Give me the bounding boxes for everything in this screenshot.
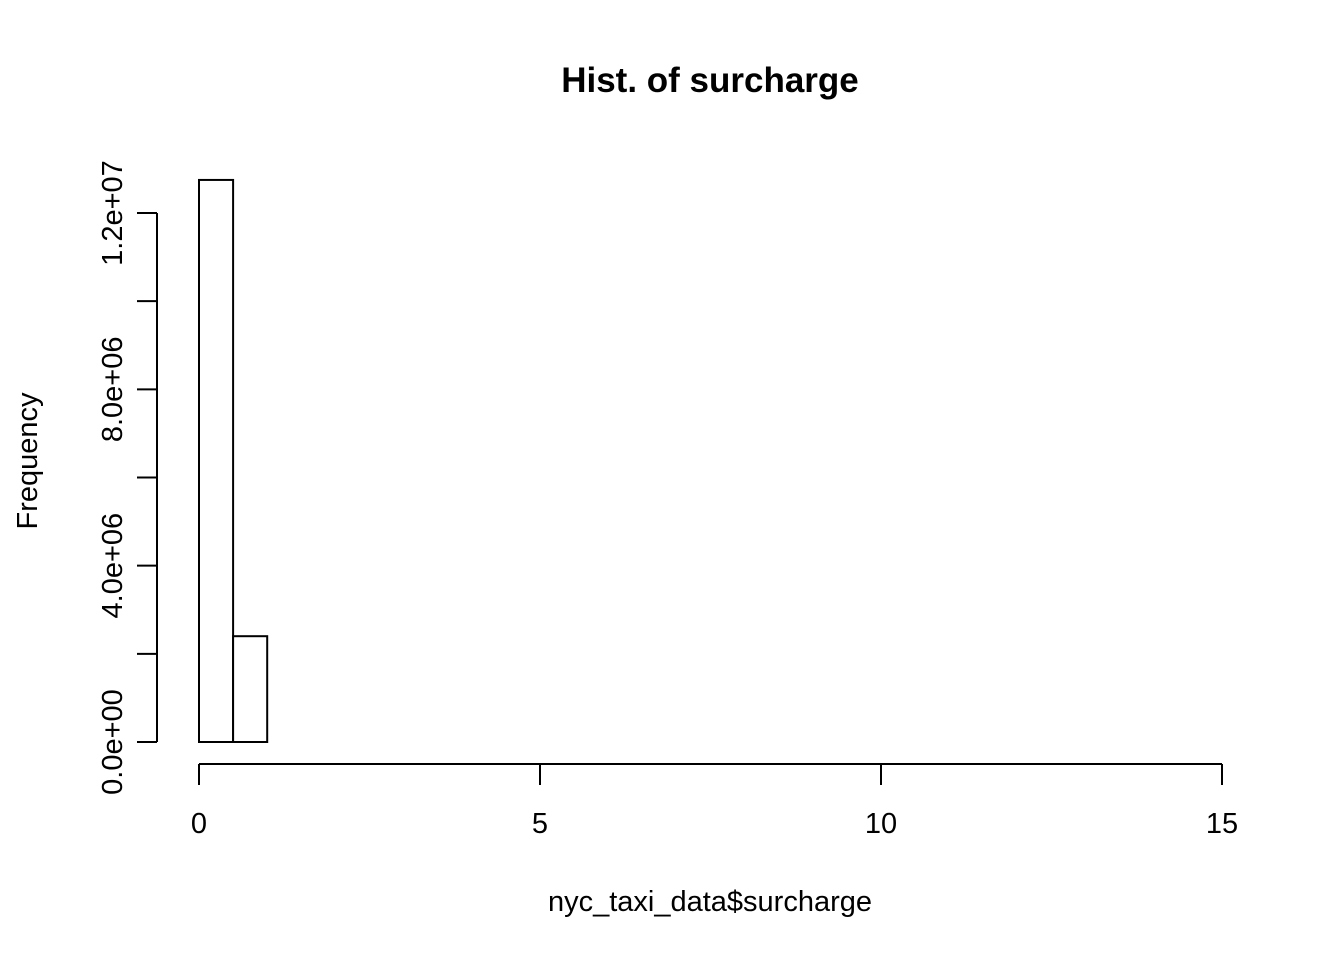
histogram-bars [198, 178, 269, 743]
x-axis-label: nyc_taxi_data$surcharge [548, 886, 872, 918]
y-axis: 0.0e+00 4.0e+06 8.0e+06 1.2e+07 [97, 160, 158, 795]
y-axis-tick-label: 8.0e+06 [97, 337, 129, 443]
x-axis-tick-label: 0 [191, 808, 207, 840]
x-axis-tick-label: 5 [532, 808, 548, 840]
x-axis-tick-label: 10 [865, 808, 897, 840]
x-axis: 0 5 10 15 [191, 763, 1238, 840]
y-axis-tick-label: 4.0e+06 [97, 513, 129, 619]
y-axis-label: Frequency [12, 392, 44, 530]
histogram-bar [198, 178, 235, 743]
histogram-bar [232, 635, 269, 743]
y-axis-tick-label: 1.2e+07 [97, 160, 129, 266]
chart-title: Hist. of surcharge [561, 61, 859, 100]
x-axis-tick-label: 15 [1206, 808, 1238, 840]
y-axis-tick-label: 0.0e+00 [97, 689, 129, 795]
